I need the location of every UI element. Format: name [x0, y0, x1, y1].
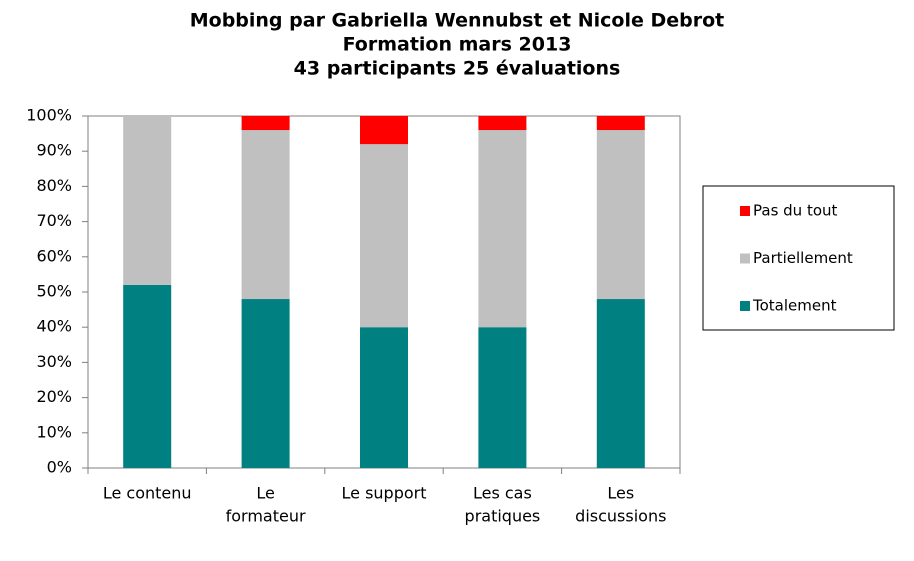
x-tick-label: Le contenu	[103, 484, 192, 503]
legend-swatch	[740, 301, 750, 311]
bar-segment	[123, 284, 172, 468]
y-tick-label: 100%	[26, 106, 72, 125]
legend-label: Totalement	[752, 297, 837, 315]
x-tick-label: Les	[607, 484, 634, 503]
legend-box	[702, 185, 895, 331]
y-tick-label: 60%	[36, 246, 72, 265]
bar-segment	[478, 327, 527, 468]
bar-segment	[360, 327, 408, 468]
x-tick-label: Le support	[342, 484, 427, 503]
legend-label: Pas du tout	[753, 202, 838, 220]
chart-title: Formation mars 2013	[343, 34, 572, 56]
chart-title: 43 participants 25 évaluations	[294, 58, 621, 80]
x-tick-label: discussions	[575, 507, 666, 526]
chart-title: Mobbing par Gabriella Wennubst et Nicole…	[190, 10, 725, 32]
bar-segment	[360, 144, 408, 328]
y-tick-label: 80%	[36, 176, 72, 195]
y-tick-label: 0%	[47, 458, 72, 477]
bar-segment	[596, 116, 645, 131]
x-tick-label: pratiques	[465, 507, 541, 526]
x-tick-label: formateur	[226, 507, 306, 526]
legend-swatch	[740, 253, 750, 264]
bar-segment	[360, 116, 408, 145]
legend-swatch	[740, 206, 750, 216]
bar-segment	[596, 299, 645, 468]
y-tick-label: 90%	[36, 141, 72, 160]
bar-segment	[478, 130, 527, 328]
y-tick-label: 70%	[36, 211, 72, 230]
bar-segment	[241, 116, 290, 131]
bar-segment	[241, 130, 290, 300]
y-tick-label: 40%	[36, 317, 72, 336]
y-tick-label: 50%	[36, 282, 72, 301]
bar-segment	[123, 116, 172, 285]
bar-segment	[596, 130, 645, 300]
x-tick-label: Le	[256, 484, 274, 503]
y-tick-label: 20%	[36, 387, 72, 406]
bar-segment	[478, 116, 527, 131]
x-tick-label: Les cas	[473, 484, 532, 503]
legend-label: Partiellement	[753, 249, 853, 267]
bar-segment	[241, 299, 290, 468]
y-tick-label: 10%	[36, 422, 72, 441]
y-tick-label: 30%	[36, 352, 72, 371]
